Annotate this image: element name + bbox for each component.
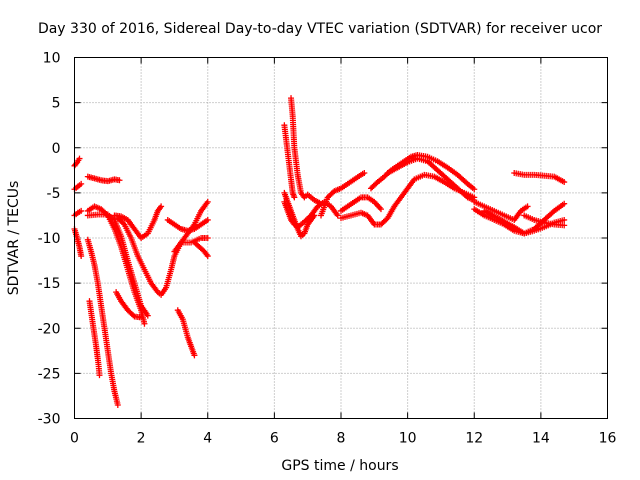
series-arc-29 [521, 212, 568, 229]
marker-trail [367, 151, 478, 193]
series-arc-06 [84, 236, 121, 408]
x-tick-label: 2 [137, 431, 146, 447]
series-arc-08 [84, 203, 148, 327]
marker-trail [338, 194, 384, 214]
series-arc-11 [114, 198, 211, 298]
marker-trail [71, 225, 85, 260]
marker-trail [191, 239, 211, 260]
marker-trail [71, 155, 83, 169]
x-tick-label: 14 [532, 431, 550, 447]
series-arc-12 [113, 289, 145, 321]
marker-trail [84, 236, 121, 408]
marker-trail [84, 211, 151, 319]
series-arc-30 [511, 170, 568, 186]
plot-frame [74, 57, 608, 419]
marker-trail [86, 298, 103, 379]
series-arc-07 [86, 298, 103, 379]
x-tick-labels: 0 2 4 6 8 10 12 14 16 [70, 431, 616, 447]
series-arc-17 [281, 122, 298, 201]
series-arc-18 [288, 95, 325, 207]
marker-trail [281, 122, 298, 201]
marker-trail [113, 289, 145, 321]
series-arc-05 [84, 173, 123, 185]
marker-trail [384, 155, 478, 204]
x-tick-label: 10 [399, 431, 417, 447]
series-arc-22 [338, 194, 384, 214]
y-tick-label: -25 [38, 366, 61, 382]
marker-trail [471, 198, 531, 223]
y-tick-label: 10 [43, 51, 61, 67]
series-arc-02 [71, 180, 85, 193]
x-tick-label: 8 [337, 431, 346, 447]
series-arc-25 [384, 155, 478, 204]
x-tick-label: 4 [203, 431, 212, 447]
chart-title: Day 330 of 2016, Sidereal Day-to-day VTE… [38, 21, 602, 37]
y-tick-label: -20 [38, 321, 61, 337]
y-tick-label: 0 [52, 141, 61, 157]
series-arc-09 [84, 211, 151, 319]
x-axis-label: GPS time / hours [281, 458, 398, 474]
plot-area [71, 95, 568, 408]
series-arc-21 [318, 170, 368, 219]
y-tick-labels: -30 -25 -20 -15 -10 -5 0 5 10 [38, 51, 61, 428]
series-arc-14 [171, 235, 211, 255]
marker-trail [288, 95, 325, 207]
x-tick-label: 16 [599, 431, 617, 447]
marker-trail [71, 207, 85, 219]
series-arc-10 [111, 203, 165, 241]
marker-trail [174, 307, 198, 359]
x-tick-label: 0 [70, 431, 79, 447]
series-arc-15 [191, 239, 211, 260]
marker-trail [114, 198, 211, 298]
x-tick-label: 6 [270, 431, 279, 447]
series-arc-01 [71, 155, 83, 169]
y-tick-label: -15 [38, 276, 61, 292]
marker-trail [521, 212, 568, 229]
y-tick-label: -10 [38, 231, 61, 247]
series-arc-26 [471, 198, 531, 223]
marker-trail [171, 235, 211, 255]
marker-trail [511, 170, 568, 186]
marker-trail [318, 170, 368, 219]
marker-trail [164, 216, 211, 234]
series-arc-16 [174, 307, 198, 359]
series-arc-13 [164, 216, 211, 234]
marker-trail [84, 203, 148, 327]
marker-trail [71, 180, 85, 193]
marker-trail [111, 203, 165, 241]
y-tick-label: 5 [52, 96, 61, 112]
y-tick-label: -5 [47, 186, 61, 202]
series-arc-04 [71, 225, 85, 260]
y-tick-label: -30 [38, 412, 61, 428]
series-arc-03 [71, 207, 85, 219]
x-tick-label: 12 [465, 431, 483, 447]
y-axis-label: SDTVAR / TECUs [6, 181, 22, 296]
series-arc-24 [367, 151, 478, 193]
marker-trail [84, 173, 123, 185]
grid [74, 57, 608, 419]
